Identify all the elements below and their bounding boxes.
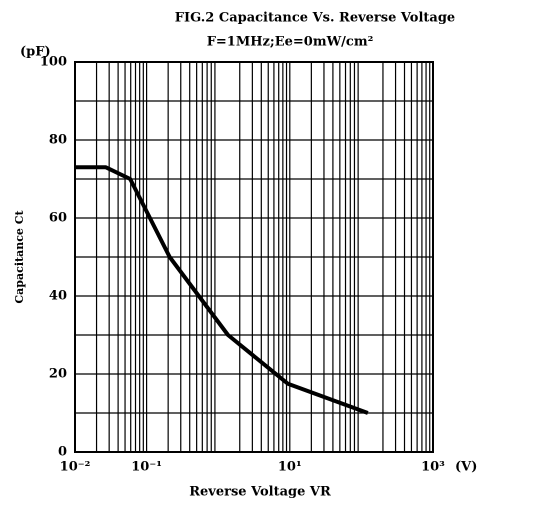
x-unit: (V) <box>455 460 477 475</box>
line <box>75 165 369 415</box>
y-tick-label: 80 <box>49 133 67 148</box>
x-tick-label: 10⁻² <box>60 460 91 475</box>
chart-title: FIG.2 Capacitance Vs. Reverse Voltage <box>175 11 455 26</box>
chart-subtitle: F=1MHz;Ee=0mW/cm² <box>207 35 374 50</box>
y-tick-label: 0 <box>58 445 67 460</box>
x-axis-label: Reverse Voltage VR <box>189 485 331 500</box>
x-tick-label: 10¹ <box>278 460 302 475</box>
y-tick-label: 20 <box>49 367 67 382</box>
y-unit: (pF) <box>20 45 51 60</box>
y-tick-label: 100 <box>40 55 67 70</box>
y-axis-label: Capacitance Ct <box>13 210 26 304</box>
x-tick-label: 10⁻¹ <box>131 460 162 475</box>
y-tick-label: 60 <box>49 211 67 226</box>
plot-frame <box>74 61 434 453</box>
x-tick-label: 10³ <box>421 460 445 475</box>
y-tick-label: 40 <box>49 289 67 304</box>
